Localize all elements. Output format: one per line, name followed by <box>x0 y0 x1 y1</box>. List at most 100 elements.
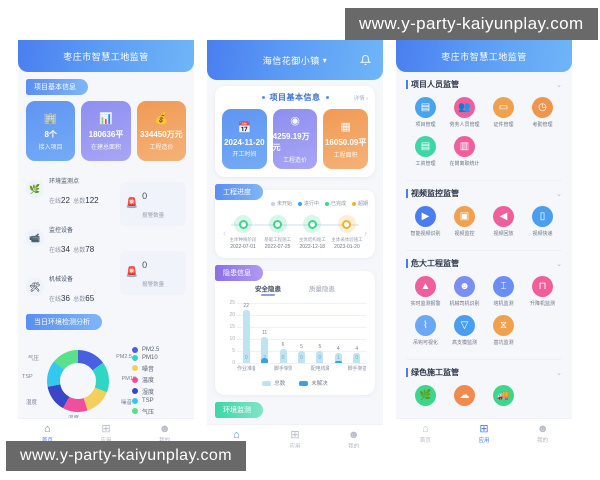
milestone-node[interactable]: 基础工程施工 2022-07-25 <box>262 215 294 250</box>
bell-icon[interactable] <box>360 55 371 66</box>
app-item[interactable]: ▶ 智能视频识别 <box>406 206 445 237</box>
bar-legend-item[interactable]: 总数 <box>262 379 285 387</box>
bar-total[interactable]: 11 2 <box>261 330 269 363</box>
donut-slice-噪音[interactable] <box>83 387 107 411</box>
app-item[interactable]: ▤ 工资管理 <box>406 136 445 167</box>
chevron-down-icon[interactable]: ⌄ <box>556 369 562 377</box>
app-item[interactable]: ⌇ 吊钩可视化 <box>406 315 445 346</box>
camera-icon: 📹 <box>26 229 44 247</box>
info-card-start-date[interactable]: 📅 2024-11-20 开工时间 <box>222 109 267 169</box>
chevron-down-icon[interactable]: ⌄ <box>556 190 562 198</box>
tab-home[interactable]: ⌂ 首页 <box>18 423 77 444</box>
bar-unresolved[interactable] <box>261 358 269 363</box>
bar-slot[interactable]: 22 0 <box>237 303 255 363</box>
app-item[interactable]: 🌿 <box>406 385 445 409</box>
device-total-count: 65 <box>85 294 95 303</box>
project-info-more-link[interactable]: 详情 › <box>353 95 368 102</box>
chevron-down-icon[interactable]: ▾ <box>322 55 328 65</box>
donut-slice-湿度[interactable] <box>47 384 70 409</box>
section-header[interactable]: 视频监控监管 ⌄ <box>406 188 562 199</box>
device-row-machinery[interactable]: 🛠 机械设备 在线36 总数65 <box>26 267 116 307</box>
milestone-node[interactable]: 主体种植阶段 2022-07-01 <box>227 215 259 250</box>
tab-apps[interactable]: ⊞ 应用 <box>455 423 514 444</box>
section-header[interactable]: 绿色施工监管 ⌄ <box>406 367 562 378</box>
legend-item[interactable]: TSP <box>132 398 186 404</box>
stat-card-projects[interactable]: 🏢 8个 接入项目 <box>26 101 76 161</box>
donut-slice-PM10[interactable] <box>92 362 109 393</box>
tab-profile[interactable]: ☻ 我的 <box>324 429 383 448</box>
chevron-down-icon[interactable]: ⌄ <box>556 81 562 89</box>
device-name: 环境监测点 <box>49 179 80 185</box>
app-item[interactable]: 👥 劳务人员管理 <box>445 97 484 128</box>
tab-label: 我的 <box>159 436 170 444</box>
chevron-left-icon[interactable]: ‹ <box>223 227 226 238</box>
tab-quality-risk[interactable]: 质量隐患 <box>309 286 335 293</box>
stat-card-area[interactable]: 📊 180636平 在建总面积 <box>81 101 131 161</box>
bar-unresolved[interactable] <box>334 360 342 363</box>
section-header[interactable]: 项目人员监管 ⌄ <box>406 79 562 90</box>
device-row-environment[interactable]: 🌿 环境监测点 在线22 总数122 <box>26 169 116 209</box>
app-item[interactable]: ▯ 视频快递 <box>523 206 562 237</box>
bar-slot[interactable]: 11 2 <box>255 303 273 363</box>
chevron-right-icon[interactable]: › <box>364 227 367 238</box>
donut-label-pm25: PM2.5 <box>116 354 132 360</box>
app-item[interactable]: ⧖ 基坑监测 <box>484 315 523 346</box>
legend-item[interactable]: 湿度 <box>132 387 186 396</box>
app-item[interactable]: ⌶ 塔机监测 <box>484 276 523 307</box>
legend-item[interactable]: 噪音 <box>132 364 186 373</box>
section-header[interactable]: 危大工程监管 ⌄ <box>406 258 562 269</box>
panel2-header: 海信花御小镇 ▾ <box>207 40 383 80</box>
section-title: 视频监控监管 <box>406 188 459 199</box>
info-card-cost[interactable]: ◉ 4259.19万元 工程造价 <box>272 109 318 169</box>
tab-apps[interactable]: ⊞ 应用 <box>77 423 136 444</box>
donut-slice-温度[interactable] <box>63 396 88 412</box>
app-item[interactable]: ▣ 视频监控 <box>445 206 484 237</box>
alarm-count: 0 <box>142 259 148 270</box>
app-item[interactable]: ◀ 视频回放 <box>484 206 523 237</box>
alarm-box-1[interactable]: 🚨 0 报警数量 <box>119 181 186 226</box>
app-item[interactable]: ◷ 考勤管理 <box>523 97 562 128</box>
legend-item[interactable]: 温度 <box>132 375 186 384</box>
app-item[interactable]: ▤ 项目管理 <box>406 97 445 128</box>
app-item[interactable]: ▥ 在岗离职统计 <box>445 136 484 167</box>
donut-slice-气压[interactable] <box>54 350 78 370</box>
app-item[interactable]: ▲ 实时监测报警 <box>406 276 445 307</box>
legend-dot <box>270 201 275 206</box>
tab-safety-risk[interactable]: 安全隐患 <box>255 283 281 296</box>
tab-home[interactable]: ⌂ 首页 <box>396 423 455 444</box>
app-item[interactable]: 🚚 <box>484 385 523 409</box>
legend-item[interactable]: 气压 <box>132 407 186 416</box>
info-card-area[interactable]: ▦ 16050.09平 工程面积 <box>323 109 369 169</box>
alarm-box-2[interactable]: 🚨 0 报警数量 <box>119 250 186 295</box>
donut-slice-TSP[interactable] <box>46 361 65 387</box>
device-row-camera[interactable]: 📹 监控设备 在线34 总数78 <box>26 218 116 258</box>
stat-card-cost[interactable]: 💰 334450万元 工程造价 <box>136 101 186 161</box>
app-item[interactable]: ⊓ 升降机监测 <box>523 276 562 307</box>
tab-profile[interactable]: ☻ 我的 <box>135 423 194 444</box>
legend-item[interactable]: PM10 <box>132 355 186 361</box>
donut-slice-PM2.5[interactable] <box>78 350 104 371</box>
app-item[interactable]: ▭ 证件管理 <box>484 97 523 128</box>
milestone-node[interactable]: 主体结构竣工 2022-12-18 <box>296 215 328 250</box>
app-item[interactable]: ▽ 高支模监测 <box>445 315 484 346</box>
milestone-node[interactable]: 主体采体验施工 2023-01-20 <box>331 215 363 250</box>
tab-apps[interactable]: ⊞ 应用 <box>266 429 325 448</box>
app-item[interactable]: ☻ 机械司机识别 <box>445 276 484 307</box>
bar-legend-item[interactable]: 未解决 <box>299 379 328 387</box>
legend-item[interactable]: PM2.5 <box>132 346 186 353</box>
section-divider <box>406 359 562 360</box>
tab-profile[interactable]: ☻ 我的 <box>513 423 572 444</box>
app-item[interactable]: ☁ <box>445 385 484 409</box>
chevron-down-icon[interactable]: ⌄ <box>556 260 562 268</box>
bar-total[interactable]: 22 0 <box>242 303 250 363</box>
